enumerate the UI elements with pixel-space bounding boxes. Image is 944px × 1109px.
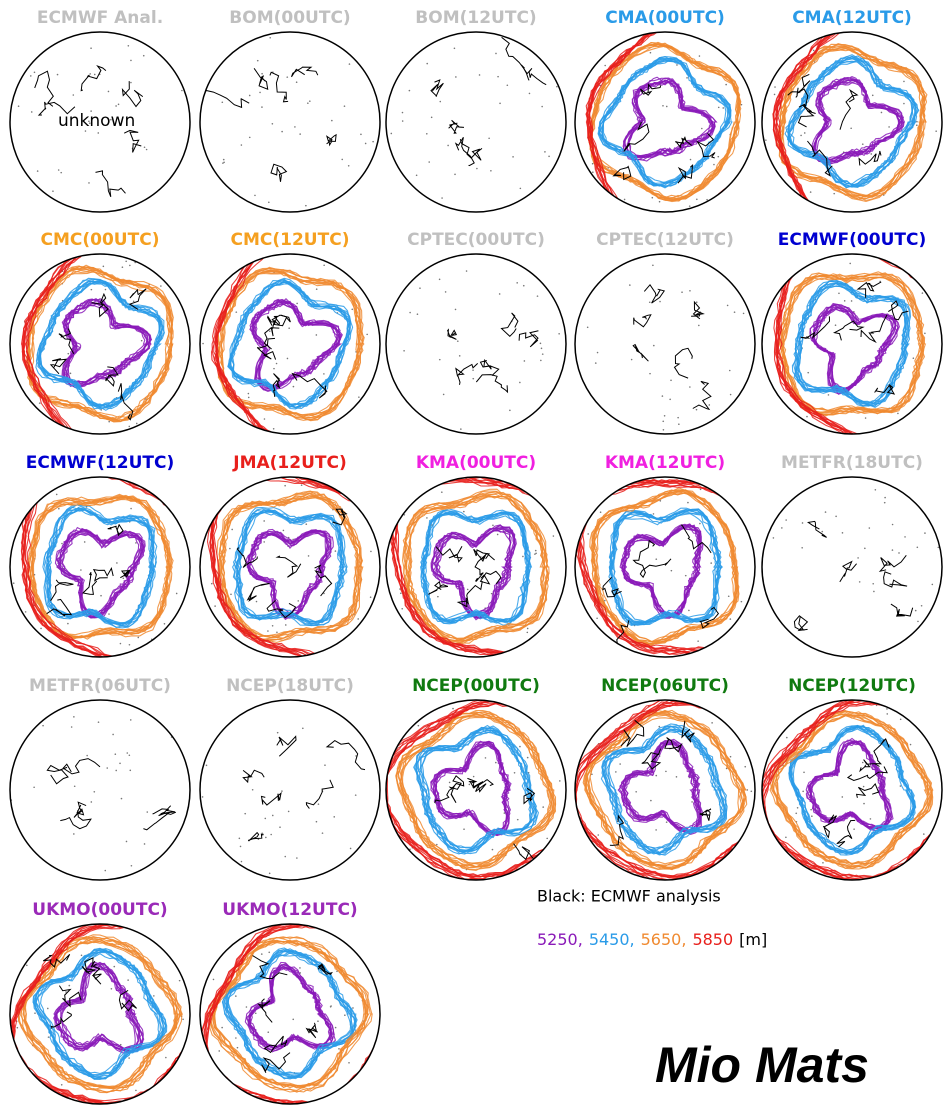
map-panel: CPTEC(12UTC) xyxy=(575,230,755,434)
legend-caption: Black: ECMWF analysis xyxy=(537,887,721,906)
map-area xyxy=(10,700,190,880)
map-area xyxy=(386,254,566,434)
panel-title: KMA(00UTC) xyxy=(416,453,536,473)
map-area xyxy=(758,698,944,884)
panel-title: CMA(12UTC) xyxy=(792,8,912,28)
map-area xyxy=(575,254,755,434)
map-area xyxy=(386,474,585,660)
panel-title: BOM(12UTC) xyxy=(415,8,536,28)
legend-levels: 5250, 5450, 5650, 5850 [m] xyxy=(537,930,767,949)
map-panel: NCEP(06UTC) xyxy=(569,676,785,883)
map-panel: CMC(12UTC) xyxy=(200,230,392,453)
panel-title: ECMWF(12UTC) xyxy=(26,453,174,473)
map-panel: BOM(12UTC) xyxy=(386,8,566,213)
map-panel: CMA(00UTC) xyxy=(575,8,769,228)
panel-title: NCEP(12UTC) xyxy=(788,676,916,696)
panel-title: METFR(06UTC) xyxy=(29,676,171,696)
watermark: Mio Mats xyxy=(655,1037,869,1093)
panel-title: KMA(12UTC) xyxy=(605,453,725,473)
map-panel: CMA(12UTC) xyxy=(762,8,944,231)
map-panel: KMA(00UTC) xyxy=(386,453,585,660)
map-panel: NCEP(00UTC) xyxy=(380,676,597,881)
map-area xyxy=(762,14,944,231)
map-area xyxy=(574,477,780,657)
panel-title: METFR(18UTC) xyxy=(781,453,923,473)
legend-level: 5450, xyxy=(589,930,635,949)
map-panel: NCEP(12UTC) xyxy=(758,676,944,884)
map-area xyxy=(9,921,215,1108)
map-area xyxy=(200,32,380,212)
map-area xyxy=(10,236,203,452)
map-panel: METFR(18UTC) xyxy=(762,453,942,657)
page: ECMWF Anal. unknown BOM(00UTC) BOM(12UTC) CM… xyxy=(0,0,944,1109)
panel-title: CMA(00UTC) xyxy=(605,8,725,28)
map-panel: BOM(00UTC) xyxy=(200,8,380,212)
legend-unit: [m] xyxy=(739,930,767,949)
map-panel: UKMO(12UTC) xyxy=(200,900,402,1107)
map-panel: CMC(00UTC) xyxy=(10,230,203,452)
map-note: unknown xyxy=(58,111,135,131)
panel-title: ECMWF(00UTC) xyxy=(778,230,926,250)
map-panel: METFR(06UTC) xyxy=(10,676,190,880)
map-area xyxy=(569,697,785,883)
figure: ECMWF Anal. unknown BOM(00UTC) BOM(12UTC) CM… xyxy=(0,0,944,1109)
legend-level: 5850 xyxy=(692,930,733,949)
map-area xyxy=(200,700,380,880)
map-panel: ECMWF(00UTC) xyxy=(762,230,944,448)
legend-level: 5650, xyxy=(641,930,687,949)
map-panel: ECMWF Anal. unknown xyxy=(10,8,190,212)
map-panel: JMA(12UTC) xyxy=(200,453,396,663)
panel-title: CPTEC(00UTC) xyxy=(407,230,545,250)
map-panel: CPTEC(00UTC) xyxy=(386,230,566,434)
map-area xyxy=(575,15,769,228)
panel-title: BOM(00UTC) xyxy=(229,8,350,28)
map-panel: UKMO(00UTC) xyxy=(9,900,215,1108)
panel-grid: ECMWF Anal. unknown BOM(00UTC) BOM(12UTC) CM… xyxy=(9,8,944,1108)
map-area xyxy=(10,466,202,668)
panel-title: ECMWF Anal. xyxy=(37,8,163,28)
map-panel: KMA(12UTC) xyxy=(574,453,780,657)
panel-title: NCEP(06UTC) xyxy=(601,676,729,696)
map-panel: NCEP(18UTC) xyxy=(200,676,380,880)
panel-title: UKMO(00UTC) xyxy=(32,900,167,920)
panel-title: NCEP(18UTC) xyxy=(226,676,354,696)
legend-level: 5250, xyxy=(537,930,583,949)
map-area xyxy=(200,236,392,453)
map-area xyxy=(762,477,942,657)
panel-title: CMC(00UTC) xyxy=(41,230,160,250)
panel-title: CMC(12UTC) xyxy=(231,230,350,250)
panel-title: CPTEC(12UTC) xyxy=(596,230,734,250)
map-area xyxy=(762,242,944,448)
panel-title: UKMO(12UTC) xyxy=(222,900,357,920)
map-panel: ECMWF(12UTC) xyxy=(10,453,202,668)
panel-title: JMA(12UTC) xyxy=(232,453,346,473)
panel-title: NCEP(00UTC) xyxy=(412,676,540,696)
